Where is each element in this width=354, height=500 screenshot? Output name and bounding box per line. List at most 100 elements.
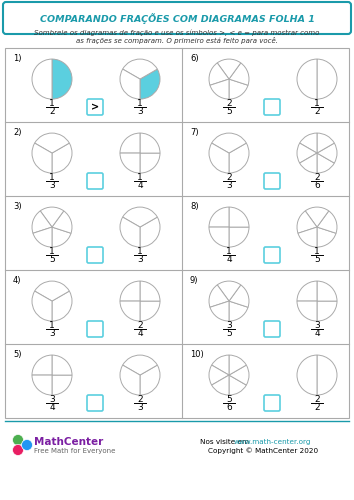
Wedge shape: [212, 133, 246, 153]
Wedge shape: [317, 281, 337, 301]
Wedge shape: [32, 211, 52, 234]
Text: 4: 4: [49, 404, 55, 412]
FancyBboxPatch shape: [87, 395, 103, 411]
FancyBboxPatch shape: [264, 99, 280, 115]
FancyBboxPatch shape: [264, 395, 280, 411]
Wedge shape: [52, 143, 72, 173]
Text: 2: 2: [314, 404, 320, 412]
Wedge shape: [123, 355, 157, 375]
Text: 2: 2: [226, 172, 232, 182]
Text: 1: 1: [49, 172, 55, 182]
Wedge shape: [52, 291, 72, 321]
Wedge shape: [32, 375, 52, 395]
Text: 5: 5: [226, 108, 232, 116]
Wedge shape: [297, 301, 317, 321]
Text: 2: 2: [314, 394, 320, 404]
Wedge shape: [298, 227, 317, 247]
Wedge shape: [209, 285, 229, 308]
Text: >: >: [91, 102, 99, 112]
Text: Copyright © MathCenter 2020: Copyright © MathCenter 2020: [208, 448, 318, 454]
Wedge shape: [317, 59, 337, 99]
Wedge shape: [120, 217, 140, 247]
Wedge shape: [209, 143, 229, 173]
Text: as frações se comparam. O primeiro está feito para você.: as frações se comparam. O primeiro está …: [76, 36, 278, 44]
Wedge shape: [120, 133, 140, 153]
Wedge shape: [33, 227, 52, 247]
Wedge shape: [317, 355, 337, 395]
FancyBboxPatch shape: [264, 173, 280, 189]
Wedge shape: [123, 59, 157, 79]
Wedge shape: [317, 301, 337, 321]
Wedge shape: [217, 59, 241, 79]
Text: 3: 3: [137, 404, 143, 412]
Text: 10): 10): [190, 350, 204, 358]
Wedge shape: [317, 227, 336, 247]
Wedge shape: [120, 69, 140, 99]
Text: 1): 1): [13, 54, 22, 62]
Circle shape: [22, 440, 33, 450]
Wedge shape: [52, 59, 72, 99]
Wedge shape: [300, 153, 317, 173]
FancyBboxPatch shape: [87, 99, 103, 115]
Wedge shape: [35, 133, 69, 153]
Wedge shape: [120, 153, 140, 173]
Text: 3: 3: [49, 330, 55, 338]
Wedge shape: [209, 365, 229, 385]
Wedge shape: [52, 211, 72, 234]
Text: 6): 6): [190, 54, 199, 62]
Text: 5: 5: [49, 256, 55, 264]
Text: 1: 1: [226, 246, 232, 256]
Text: 5: 5: [226, 330, 232, 338]
Text: 1: 1: [137, 172, 143, 182]
Text: Nos visite em: Nos visite em: [200, 439, 251, 445]
Wedge shape: [210, 79, 229, 99]
Text: MathCenter: MathCenter: [34, 437, 103, 447]
Text: 2: 2: [137, 320, 143, 330]
Wedge shape: [317, 153, 334, 173]
Text: 1: 1: [137, 98, 143, 108]
Wedge shape: [229, 143, 249, 173]
Wedge shape: [210, 301, 229, 321]
Wedge shape: [40, 207, 64, 227]
Text: 1: 1: [49, 98, 55, 108]
Wedge shape: [140, 301, 160, 321]
Wedge shape: [32, 355, 52, 375]
Wedge shape: [140, 281, 160, 301]
Wedge shape: [297, 143, 317, 163]
Wedge shape: [52, 355, 72, 375]
Wedge shape: [229, 79, 248, 99]
FancyBboxPatch shape: [264, 321, 280, 337]
Wedge shape: [209, 63, 229, 86]
Text: 5: 5: [314, 256, 320, 264]
Wedge shape: [140, 365, 160, 395]
Text: 1: 1: [314, 246, 320, 256]
Text: 6: 6: [226, 404, 232, 412]
Wedge shape: [317, 211, 337, 234]
Wedge shape: [32, 143, 52, 173]
Text: Free Math for Everyone: Free Math for Everyone: [34, 448, 115, 454]
Wedge shape: [305, 207, 329, 227]
Wedge shape: [229, 285, 249, 308]
Text: 4: 4: [314, 330, 320, 338]
Wedge shape: [229, 301, 248, 321]
Text: 3: 3: [314, 320, 320, 330]
Text: 3: 3: [49, 394, 55, 404]
Wedge shape: [120, 301, 140, 321]
Text: 3: 3: [137, 256, 143, 264]
Text: 1: 1: [137, 246, 143, 256]
Wedge shape: [32, 59, 52, 99]
Text: 9): 9): [190, 276, 199, 284]
Text: 2: 2: [49, 108, 55, 116]
Text: 3): 3): [13, 202, 22, 210]
FancyBboxPatch shape: [264, 247, 280, 263]
Wedge shape: [297, 281, 317, 301]
Wedge shape: [229, 227, 249, 247]
Wedge shape: [32, 291, 52, 321]
Text: 3: 3: [49, 182, 55, 190]
Text: 3: 3: [226, 182, 232, 190]
Text: 1: 1: [49, 246, 55, 256]
Wedge shape: [120, 281, 140, 301]
Text: 6: 6: [314, 182, 320, 190]
Wedge shape: [52, 375, 72, 395]
Wedge shape: [297, 355, 317, 395]
